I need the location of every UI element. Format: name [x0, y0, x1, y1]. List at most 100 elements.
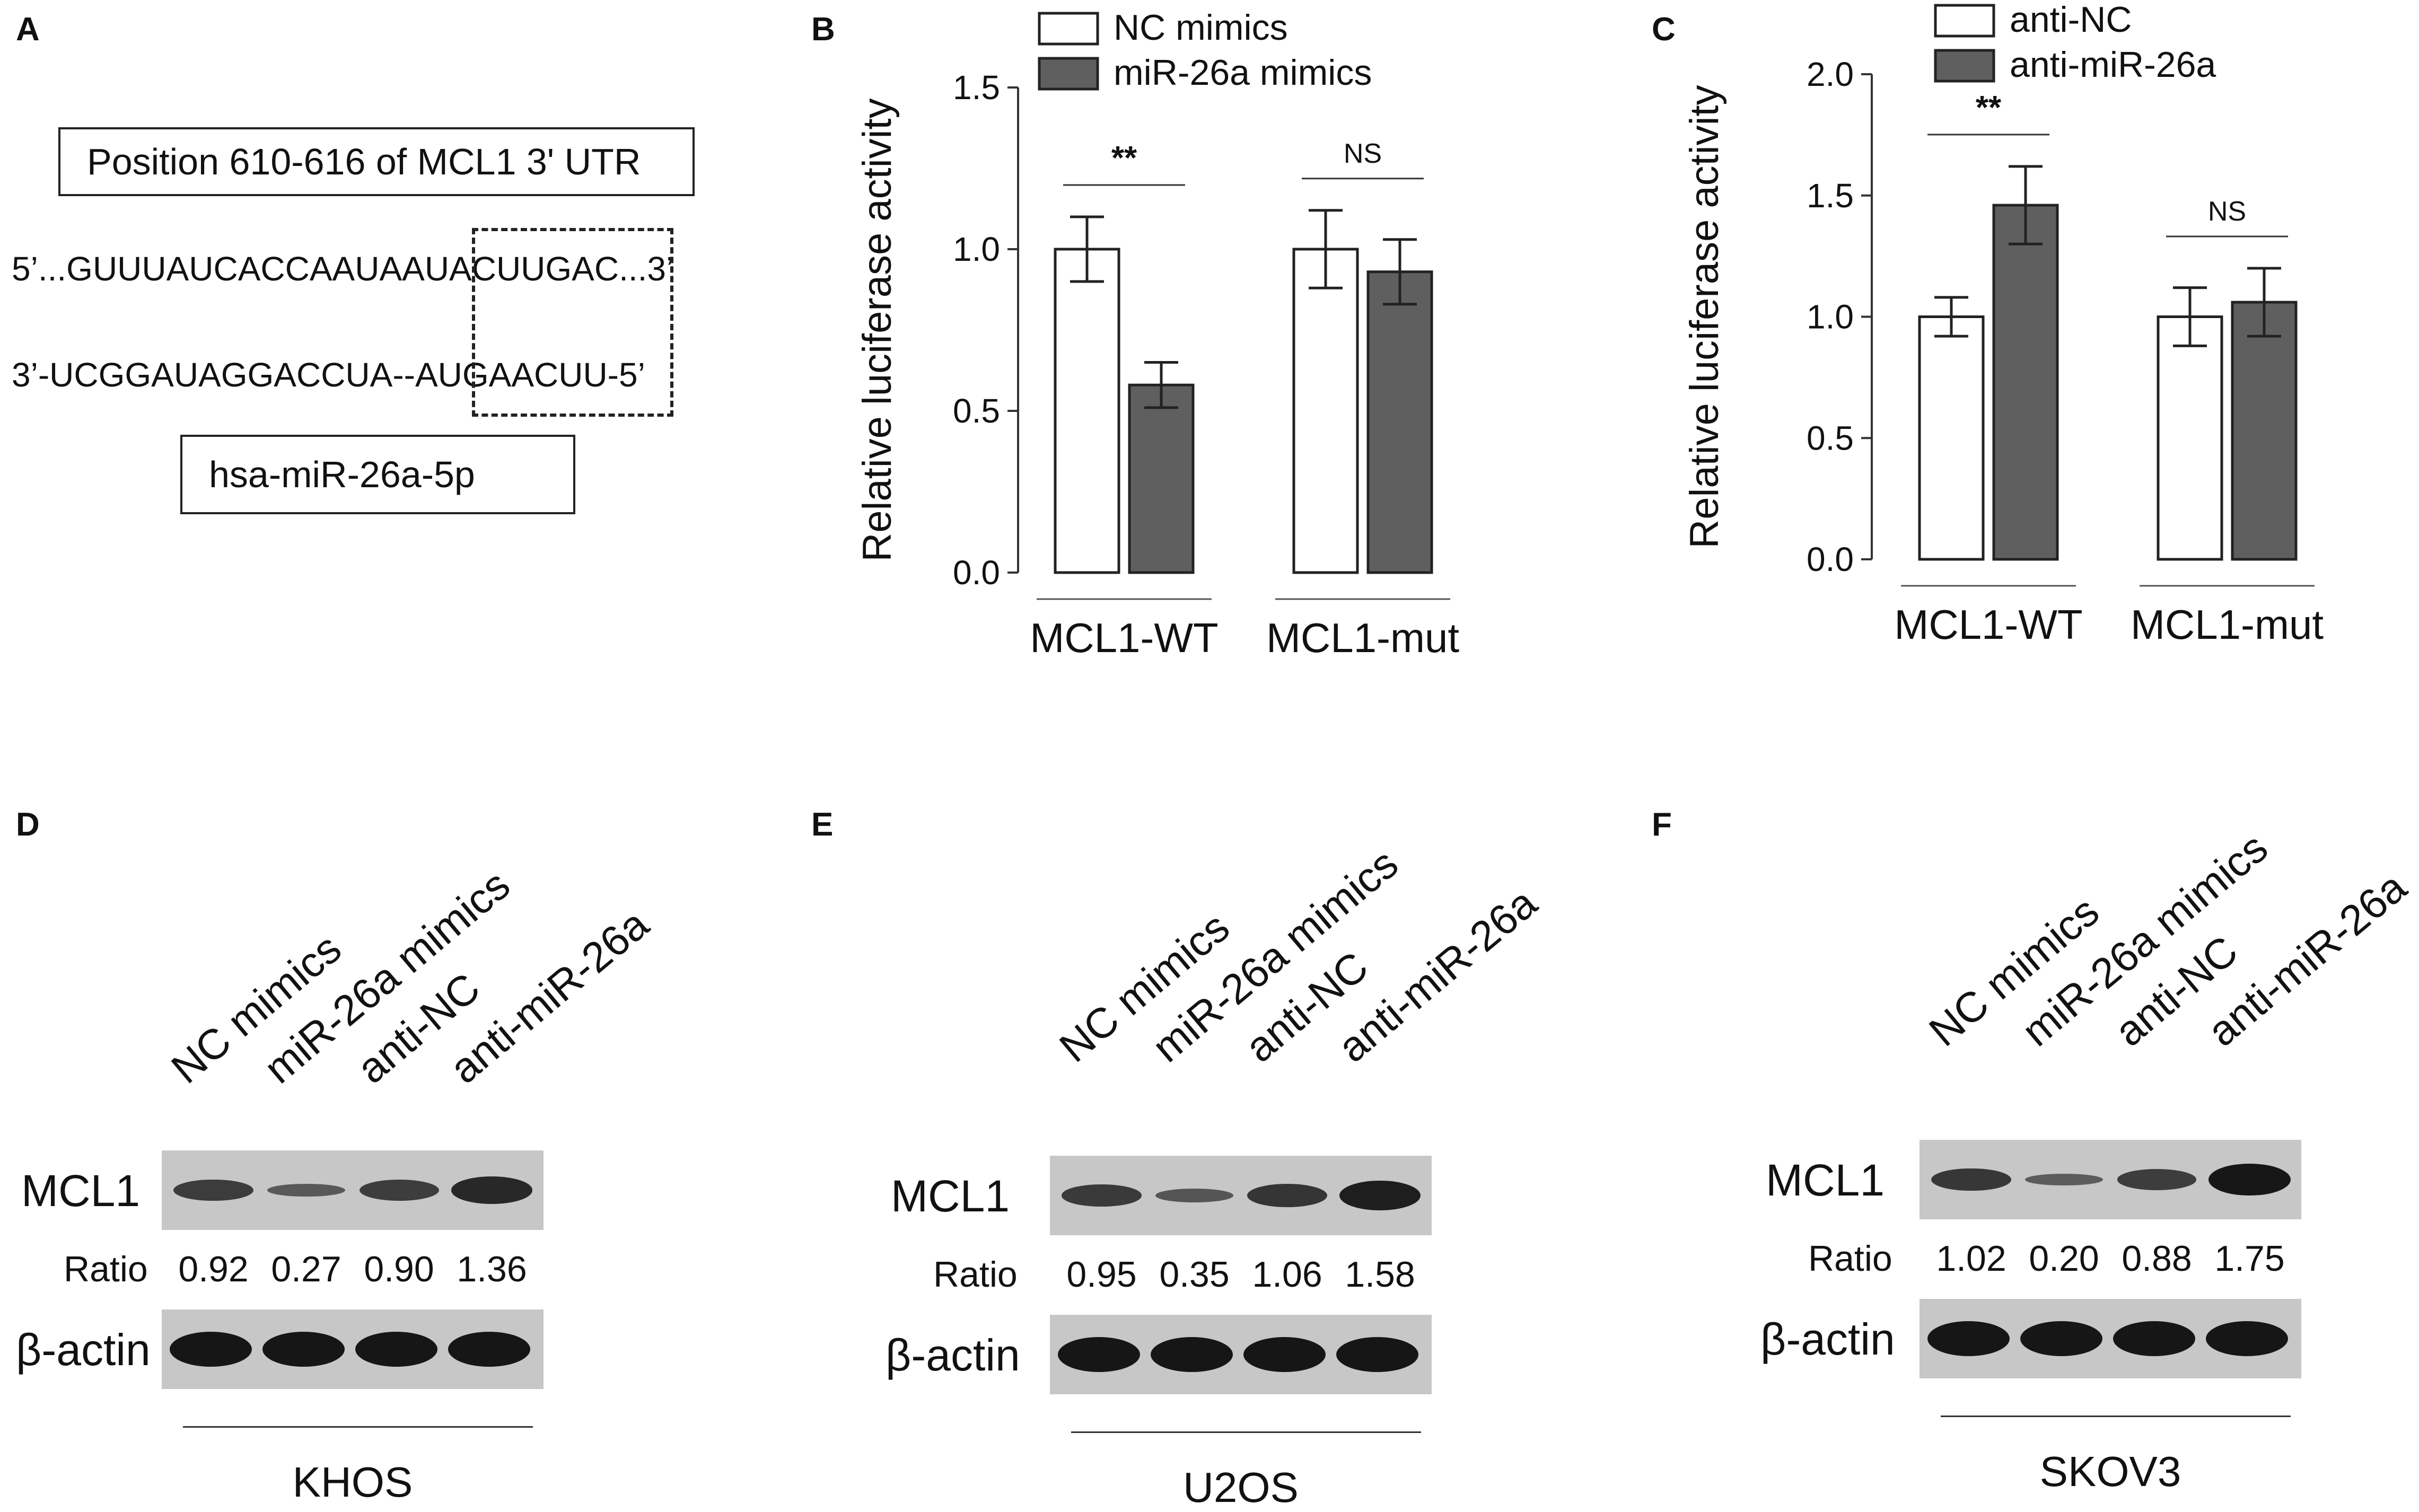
- actin-band: [1243, 1337, 1326, 1372]
- bar: [1992, 204, 2059, 561]
- mcl1-band: [2208, 1163, 2291, 1196]
- legend-label: miR-26a mimics: [1114, 52, 1372, 93]
- mcl1-band: [359, 1180, 439, 1201]
- ratio-value: 1.75: [2214, 1238, 2285, 1279]
- ratio-label: Ratio: [64, 1249, 148, 1289]
- mcl1-band: [1155, 1188, 1233, 1203]
- y-tick-label: 1.5: [1807, 177, 1854, 215]
- mcl1-blot-strip: [162, 1150, 544, 1230]
- ratio-value: 0.90: [364, 1249, 434, 1289]
- actin-band: [1336, 1337, 1418, 1372]
- ratio-label: Ratio: [1808, 1238, 1892, 1279]
- legend-swatch: [1934, 49, 1995, 83]
- actin-blot-strip: [1920, 1299, 2301, 1378]
- luciferase-chart-c: 0.0 0.5 1.0 1.5 2.0 Relative luciferase activ…: [1682, 0, 2324, 648]
- legend-swatch: [1038, 57, 1099, 91]
- actin-band: [2020, 1321, 2102, 1356]
- mcl1-band: [2117, 1169, 2197, 1190]
- actin-row-label: β-actin: [1760, 1314, 1895, 1364]
- actin-band: [2206, 1321, 2288, 1356]
- y-tick-label: 0.0: [1807, 540, 1854, 578]
- western-blot-panel-f: F NC mimics miR-26a mimics anti-NC anti-miR-…: [1644, 795, 2418, 1495]
- ratio-label: Ratio: [933, 1254, 1018, 1295]
- y-tick-label: 1.5: [953, 68, 1000, 107]
- panel-letter-e: E: [811, 806, 834, 843]
- bar: [1918, 315, 1985, 561]
- actin-blot-strip: [162, 1309, 544, 1389]
- category-label: MCL1-mut: [2131, 601, 2324, 648]
- legend-label: anti-NC: [2010, 0, 2132, 40]
- bar: [2231, 301, 2298, 561]
- cell-line-underline: [183, 1426, 533, 1428]
- legend-label: anti-miR-26a: [2010, 45, 2216, 85]
- y-tick-label: 0.5: [1807, 419, 1854, 457]
- actin-band: [2113, 1321, 2195, 1356]
- category-label: MCL1-WT: [1894, 601, 2082, 648]
- category-label: MCL1-WT: [1030, 614, 1218, 661]
- mcl1-band: [1247, 1184, 1327, 1207]
- mcl1-blot-strip: [1920, 1140, 2301, 1219]
- ratio-value: 1.02: [1936, 1238, 2006, 1279]
- bar: [1128, 383, 1195, 574]
- significance-label: NS: [2208, 196, 2246, 227]
- panel-letter-f: F: [1652, 806, 1672, 843]
- panel-letter-d: D: [16, 806, 40, 843]
- bar: [1366, 270, 1433, 574]
- cell-line-label: KHOS: [292, 1458, 413, 1506]
- actin-band: [262, 1332, 345, 1367]
- mcl1-band: [1339, 1180, 1421, 1211]
- ratio-value: 0.35: [1159, 1254, 1230, 1295]
- y-tick-label: 1.0: [1807, 298, 1854, 336]
- bar: [1054, 248, 1120, 574]
- ratio-value: 0.88: [2122, 1238, 2192, 1279]
- ratio-value: 0.92: [178, 1249, 249, 1289]
- mcl1-row-label: MCL1: [1766, 1155, 1885, 1205]
- mcl1-band: [2025, 1173, 2103, 1186]
- significance-label: **: [1111, 140, 1137, 177]
- mcl1-blot-strip: [1050, 1156, 1432, 1235]
- mcl1-band: [451, 1176, 532, 1204]
- significance-label: NS: [1344, 138, 1382, 169]
- y-tick-label: 0.5: [953, 392, 1000, 430]
- actin-band: [1927, 1321, 2010, 1356]
- mcl1-band: [1062, 1184, 1142, 1207]
- actin-row-label: β-actin: [16, 1325, 151, 1375]
- significance-label: **: [1976, 90, 2002, 126]
- western-blot-panel-d: D NC mimics miR-26a mimics anti-NC anti-miR-…: [0, 795, 769, 1506]
- actin-band: [1058, 1337, 1140, 1372]
- mirna-sequence: 3’-UCGGAUAGGACCUA--AUGAACUU-5’: [12, 356, 645, 394]
- ratio-value: 1.06: [1252, 1254, 1322, 1295]
- utr-position-box: Position 610-616 of MCL1 3' UTR: [58, 127, 695, 196]
- mcl1-band: [1931, 1168, 2011, 1191]
- legend-swatch: [1038, 12, 1099, 46]
- bar: [1292, 248, 1359, 574]
- ratio-value: 0.20: [2029, 1238, 2099, 1279]
- legend-swatch: [1934, 4, 1995, 38]
- panel-letter-c: C: [1652, 11, 1676, 48]
- category-label: MCL1-mut: [1266, 614, 1459, 661]
- cell-line-underline: [1941, 1416, 2291, 1417]
- actin-blot-strip: [1050, 1315, 1432, 1394]
- mcl1-row-label: MCL1: [891, 1171, 1010, 1221]
- panel-letter-a: A: [16, 11, 40, 48]
- actin-band: [448, 1332, 530, 1367]
- y-axis-label: Relative luciferase activity: [855, 98, 900, 561]
- mcl1-band: [173, 1179, 253, 1201]
- panel-letter-b: B: [811, 11, 835, 48]
- actin-band: [170, 1332, 252, 1367]
- western-blot-panel-e: E NC mimics miR-26a mimics anti-NC anti-miR-…: [811, 795, 1607, 1511]
- ratio-value: 0.27: [271, 1249, 341, 1289]
- ratio-value: 0.95: [1066, 1254, 1137, 1295]
- actin-row-label: β-actin: [886, 1330, 1020, 1380]
- cell-line-label: SKOV3: [2039, 1448, 2181, 1495]
- mcl1-band: [267, 1183, 345, 1197]
- ratio-value: 1.58: [1345, 1254, 1415, 1295]
- y-tick-label: 2.0: [1807, 55, 1854, 93]
- mcl1-utr-sequence: 5’...GUUUAUCACCAAUAAUACUUGAC...3’: [12, 250, 674, 288]
- actin-band: [355, 1332, 437, 1367]
- luciferase-chart-b: 0.0 0.5 1.0 1.5 Relative luciferase activity…: [855, 7, 1459, 661]
- actin-band: [1151, 1337, 1233, 1372]
- cell-line-underline: [1071, 1431, 1421, 1433]
- ratio-value: 1.36: [457, 1249, 527, 1289]
- y-tick-label: 0.0: [953, 553, 1000, 592]
